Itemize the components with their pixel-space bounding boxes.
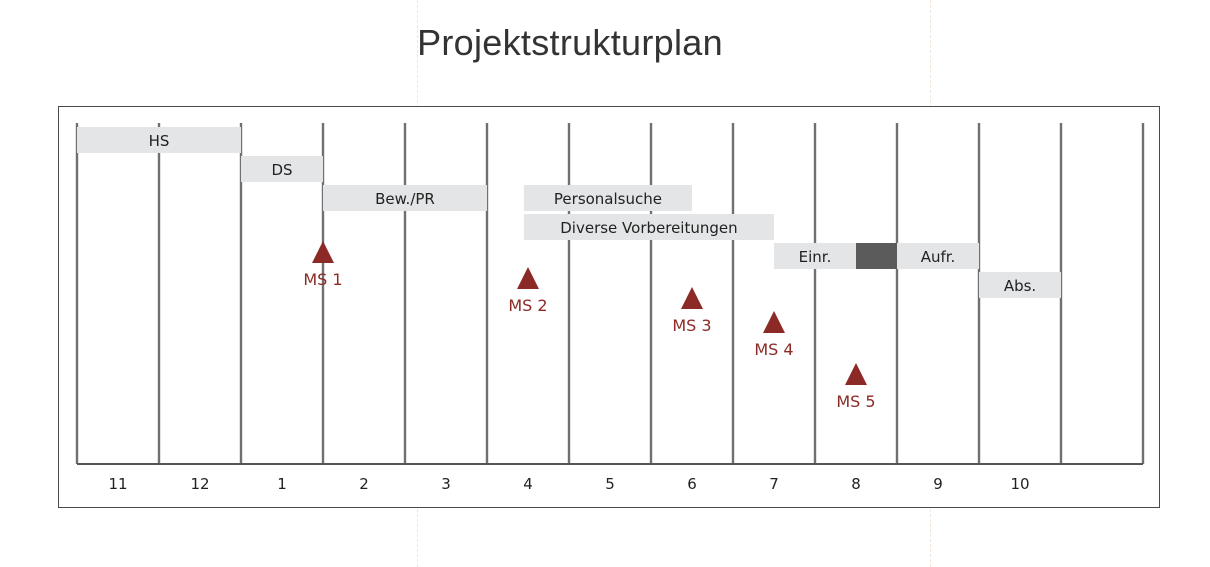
x-tick-label: 3 <box>441 475 451 493</box>
page-title: Projektstrukturplan <box>417 22 723 63</box>
x-tick-label: 6 <box>687 475 697 493</box>
x-tick-label: 5 <box>605 475 615 493</box>
x-tick-label: 9 <box>933 475 943 493</box>
task-label: Aufr. <box>921 248 956 266</box>
milestone-label: MS 1 <box>303 270 342 289</box>
milestone-marker <box>763 311 785 333</box>
milestone-label: MS 3 <box>672 316 711 335</box>
x-tick-label: 10 <box>1010 475 1029 493</box>
task-label: DS <box>271 161 292 179</box>
milestone-marker <box>845 363 867 385</box>
x-tick-label: 1 <box>277 475 287 493</box>
task-label: Diverse Vorbereitungen <box>560 219 737 237</box>
milestone-label: MS 5 <box>836 392 875 411</box>
x-tick-label: 7 <box>769 475 779 493</box>
task-bar <box>241 156 323 182</box>
task-label: Einr. <box>799 248 832 266</box>
task-bar <box>774 243 856 269</box>
milestone-marker <box>312 241 334 263</box>
milestone-marker <box>517 267 539 289</box>
task-bar <box>523 214 774 240</box>
task-bar <box>523 185 692 211</box>
task-bar <box>897 243 979 269</box>
task-bar <box>77 127 241 153</box>
gantt-chart-frame: 11 12 1 2 3 4 5 6 7 8 9 10 HS DS Bew./PR Personalsuche D… <box>58 106 1160 508</box>
milestone-marker <box>681 287 703 309</box>
task-label: Abs. <box>1004 277 1036 295</box>
task-bar <box>323 185 487 211</box>
milestone-label: MS 2 <box>508 296 547 315</box>
x-tick-label: 8 <box>851 475 861 493</box>
x-tick-label: 11 <box>108 475 127 493</box>
task-label: HS <box>149 132 170 150</box>
x-tick-label: 4 <box>523 475 533 493</box>
x-tick-label: 2 <box>359 475 369 493</box>
x-tick-label: 12 <box>190 475 209 493</box>
milestone-label: MS 4 <box>754 340 793 359</box>
task-label: Personalsuche <box>554 190 662 208</box>
task-label: Bew./PR <box>375 190 435 208</box>
task-bar <box>979 272 1061 298</box>
task-bar <box>856 243 897 269</box>
